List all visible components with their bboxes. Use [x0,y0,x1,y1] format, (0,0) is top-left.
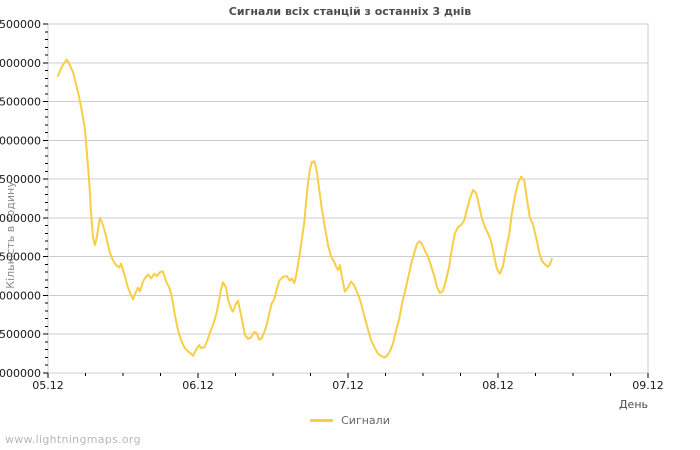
y-tick-label: 11500000 [0,96,41,109]
x-tick-label: 09.12 [632,379,664,392]
series-line-Сигнали [57,58,553,359]
y-tick-label: 9500000 [0,251,41,264]
y-tick-label: 9000000 [0,289,41,302]
chart-title: Сигнали всіх станцій з останніх 3 днів [228,5,472,18]
legend: Сигнали [0,414,700,427]
y-tick-label: 8000000 [0,367,41,380]
y-tick-label: 12500000 [0,18,41,31]
legend-line-swatch [310,419,334,422]
y-axis-title: Кількість в годину [4,181,17,289]
x-tick-label: 06.12 [182,379,214,392]
y-tick-label: 8500000 [0,328,41,341]
y-tick-label: 12000000 [0,57,41,70]
x-tick-label: 05.12 [32,379,64,392]
x-tick-label: 08.12 [482,379,514,392]
y-tick-label: 10500000 [0,173,41,186]
legend-series-label: Сигнали [341,414,390,427]
y-tick-label: 11000000 [0,134,41,147]
x-axis-title: День [618,398,648,411]
x-tick-label: 07.12 [332,379,364,392]
plot-border [47,23,649,374]
y-tick-label: 10000000 [0,212,41,225]
watermark-text: www.lightningmaps.org [5,433,141,446]
